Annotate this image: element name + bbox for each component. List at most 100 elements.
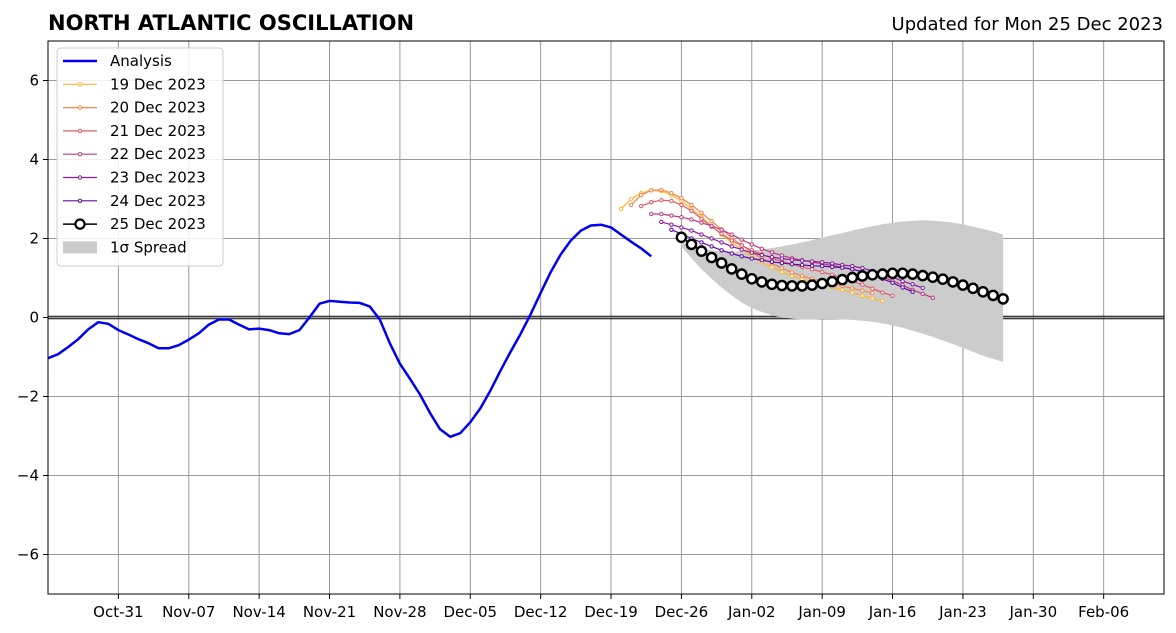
forecast-point: [870, 286, 875, 291]
forecast-point: [709, 218, 714, 224]
forecast-point: [699, 220, 704, 225]
forecast-point: [779, 260, 785, 266]
forecast-point: [639, 192, 644, 198]
series-analysis: [48, 223, 652, 439]
x-tick-label: Dec-05: [444, 603, 498, 621]
x-tick-label: Nov-14: [232, 603, 285, 621]
forecast-point: [799, 258, 805, 263]
forecast-point: [886, 267, 899, 280]
forecast-point: [659, 211, 664, 217]
legend-swatch-marker: [77, 105, 83, 110]
forecast-point: [846, 271, 859, 284]
forecast-point: [689, 202, 694, 208]
forecast-point: [977, 285, 989, 298]
forecast-point: [850, 290, 855, 295]
x-tick-label: Nov-21: [303, 603, 356, 621]
forecast-point: [725, 263, 738, 275]
legend-item: 21 Dec 2023: [63, 122, 206, 140]
x-tick-label: Nov-28: [373, 603, 426, 621]
forecast-point: [870, 296, 875, 301]
legend-label: 25 Dec 2023: [110, 215, 206, 233]
forecast-point: [860, 293, 865, 298]
x-tick-label: Jan-16: [868, 603, 917, 621]
x-tick-label: Dec-26: [655, 603, 709, 621]
legend-item: 22 Dec 2023: [63, 145, 206, 163]
legend-label: 1σ Spread: [110, 238, 187, 256]
chart-subtitle: Updated for Mon 25 Dec 2023: [892, 14, 1163, 35]
legend-label: 21 Dec 2023: [110, 122, 206, 140]
forecast-point: [779, 265, 785, 271]
forecast-point: [830, 261, 835, 266]
series-forecast: [675, 231, 1009, 305]
legend-swatch-marker: [77, 152, 83, 157]
forecast-point: [806, 279, 818, 291]
forecast-point: [967, 282, 979, 295]
forecast-point: [916, 269, 929, 282]
forecast-point: [649, 200, 654, 205]
forecast-point: [789, 273, 795, 279]
forecast-point: [618, 206, 624, 212]
forecast-point: [715, 257, 728, 269]
forecast-point: [786, 280, 798, 292]
forecast-point: [856, 270, 869, 282]
forecast-point: [789, 262, 795, 267]
forecast-point: [906, 268, 919, 280]
forecast-point: [699, 232, 704, 237]
forecast-point: [685, 238, 698, 251]
forecast-point: [799, 262, 805, 268]
forecast-point: [880, 290, 885, 295]
chart-title: NORTH ATLANTIC OSCILLATION: [48, 11, 414, 35]
forecast-point: [870, 290, 875, 296]
forecast-point: [860, 282, 865, 287]
x-tick-label: Jan-09: [797, 603, 846, 621]
legend-item: 23 Dec 2023: [63, 169, 206, 187]
y-axis: −6 −4 −2 0 2 4 6: [17, 72, 48, 564]
forecast-point: [628, 196, 634, 202]
forecast-point: [719, 240, 724, 245]
forecast-point: [820, 260, 825, 265]
forecast-point: [920, 291, 925, 296]
legend-label: 19 Dec 2023: [110, 75, 206, 93]
legend-swatch-marker: [77, 128, 83, 134]
forecast-point: [910, 282, 915, 287]
forecast-point: [840, 265, 845, 270]
plot-area: [48, 187, 1009, 439]
forecast-point: [675, 231, 688, 244]
legend-item: 19 Dec 2023: [63, 75, 206, 93]
forecast-point: [695, 245, 708, 257]
x-tick-label: Dec-12: [514, 603, 568, 621]
forecast-point: [809, 263, 815, 268]
legend-label: Analysis: [110, 52, 172, 70]
forecast-point: [739, 247, 744, 252]
forecast-point: [759, 258, 764, 263]
forecast-point: [769, 250, 775, 255]
forecast-point: [830, 264, 835, 270]
forecast-point: [850, 267, 855, 272]
legend-box: [56, 47, 224, 267]
x-tick-label: Dec-19: [584, 603, 638, 621]
forecast-point: [749, 242, 754, 247]
forecast-point: [699, 216, 704, 222]
forecast-point: [779, 256, 785, 261]
forecast-point: [769, 259, 775, 264]
forecast-point: [900, 285, 905, 290]
x-axis: Oct-31 Nov-07 Nov-14 Nov-21 Nov-28 Dec-05 Dec-…: [93, 594, 1129, 621]
forecast-point: [628, 202, 634, 208]
forecast-point: [749, 256, 754, 261]
forecast-point: [796, 280, 808, 292]
forecast-point: [669, 190, 674, 196]
forecast-point: [866, 268, 879, 281]
forecast-point: [876, 268, 889, 280]
forecast-point: [816, 277, 829, 290]
legend-label: 22 Dec 2023: [110, 145, 206, 163]
forecast-point: [836, 273, 849, 286]
legend-swatch-marker: [74, 218, 86, 230]
forecast-point: [679, 202, 684, 208]
forecast-point: [759, 246, 764, 252]
forecast-point: [910, 289, 915, 294]
legend-item: 25 Dec 2023: [63, 215, 206, 233]
legend-swatch-marker: [77, 198, 83, 204]
legend-item: 1σ Spread: [63, 238, 187, 256]
forecast-point: [669, 198, 674, 204]
forecast-point: [850, 286, 855, 291]
